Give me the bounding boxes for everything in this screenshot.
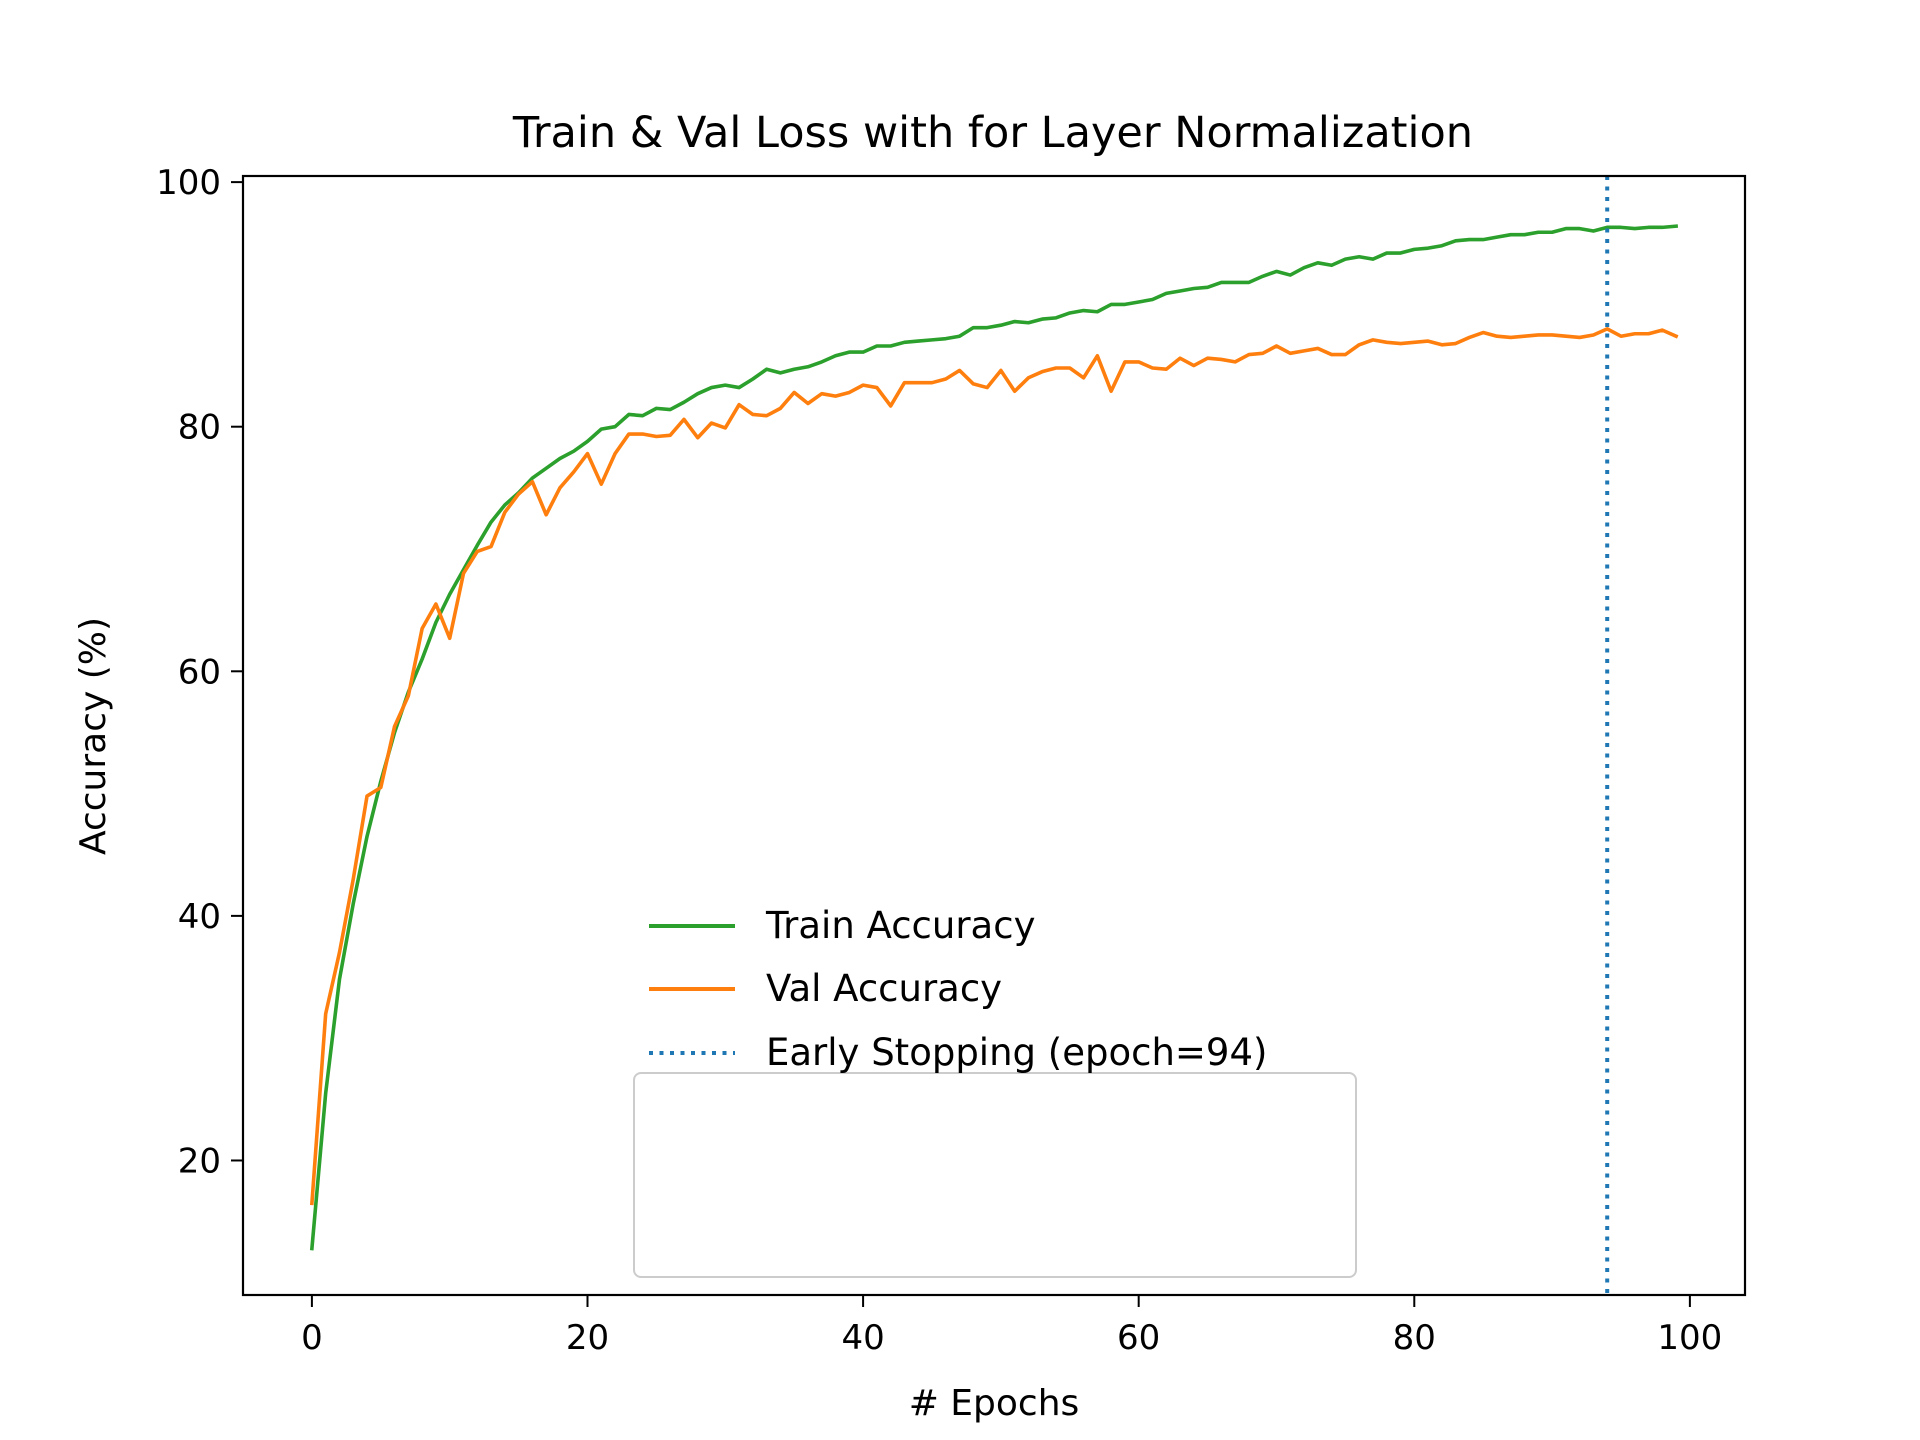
x-tick-label: 60 <box>1117 1318 1160 1358</box>
axes: 0 20 40 60 80 100 20 40 60 80 100 <box>156 163 1722 1358</box>
y-axis-title: Accuracy (%) <box>73 617 114 855</box>
legend-label: Train Accuracy <box>765 904 1035 947</box>
x-tick-label: 40 <box>841 1318 884 1358</box>
legend-box <box>633 1072 1357 1278</box>
x-tick-label: 20 <box>566 1318 609 1358</box>
x-tick-label: 80 <box>1393 1318 1436 1358</box>
y-tick-label: 80 <box>178 408 221 448</box>
legend-label: Early Stopping (epoch=94) <box>766 1031 1267 1074</box>
val-accuracy-line <box>309 327 1679 1206</box>
y-tick-label: 40 <box>178 897 221 937</box>
y-tick-label: 60 <box>178 652 221 692</box>
plot-area <box>309 176 1679 1295</box>
legend: Train Accuracy Val Accuracy Early Stopping… <box>633 904 1357 1278</box>
y-tick-label: 100 <box>156 163 221 203</box>
train-accuracy-line <box>309 224 1679 1251</box>
legend-label: Val Accuracy <box>766 967 1002 1010</box>
y-tick-label: 20 <box>178 1141 221 1181</box>
x-tick-label: 100 <box>1657 1318 1722 1358</box>
x-tick-label: 0 <box>301 1318 323 1358</box>
chart-title: Train & Val Loss with for Layer Normaliz… <box>512 108 1473 158</box>
x-axis-title: # Epochs <box>909 1383 1080 1424</box>
plot-frame <box>241 174 1747 1297</box>
